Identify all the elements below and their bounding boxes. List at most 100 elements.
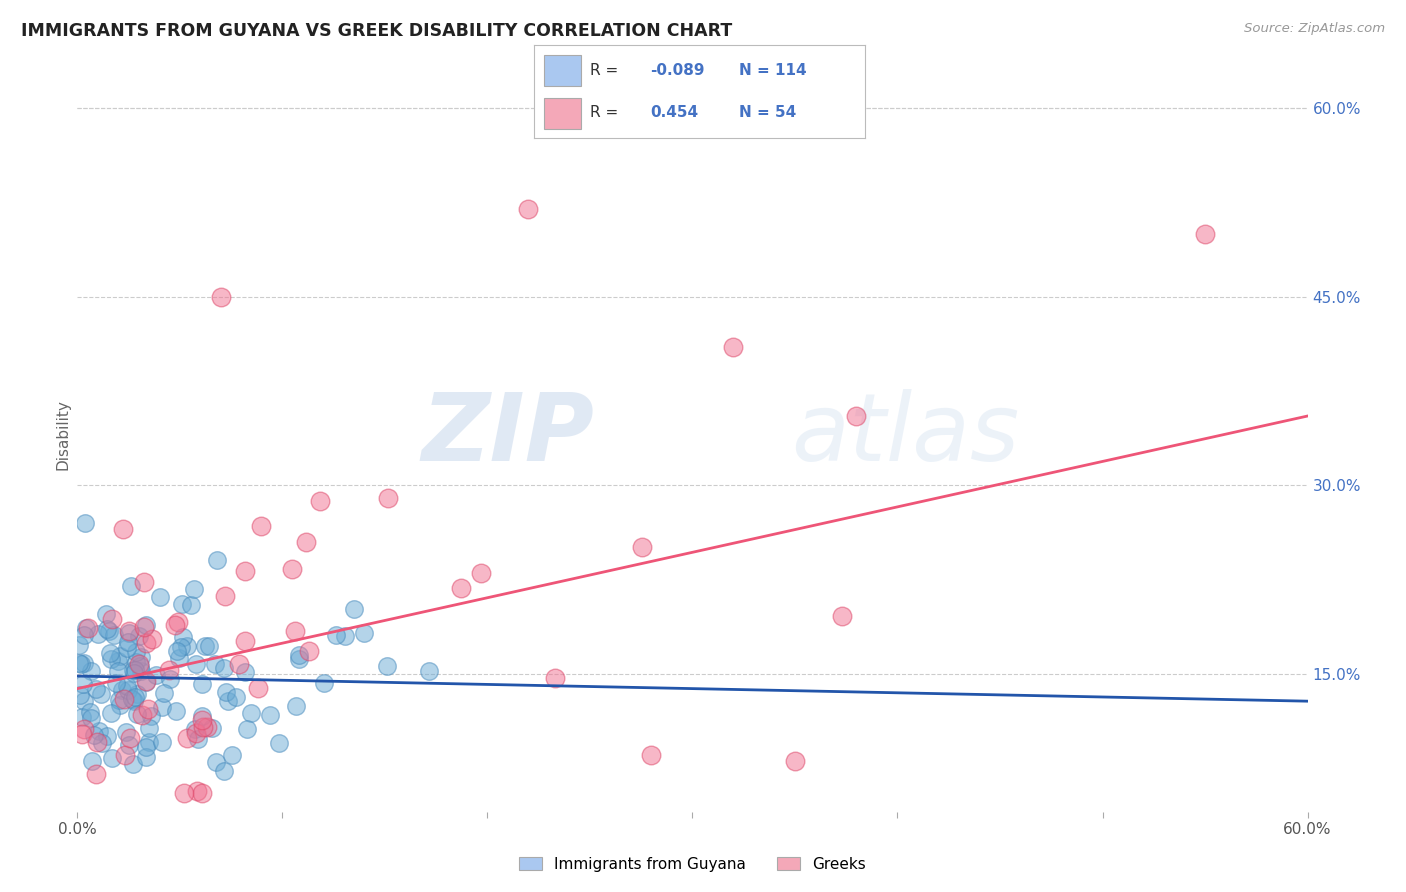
Point xyxy=(191,786,214,800)
Point xyxy=(209,290,232,304)
Point xyxy=(124,655,146,669)
Point xyxy=(105,676,128,690)
Point xyxy=(201,721,224,735)
Legend: Immigrants from Guyana, Greeks: Immigrants from Guyana, Greeks xyxy=(512,849,873,880)
Point xyxy=(72,677,94,691)
Point xyxy=(98,646,121,660)
Text: N = 114: N = 114 xyxy=(740,62,807,78)
Point xyxy=(249,518,271,533)
Point xyxy=(100,706,122,720)
Point xyxy=(233,665,256,680)
FancyBboxPatch shape xyxy=(544,98,581,129)
Text: Source: ZipAtlas.com: Source: ZipAtlas.com xyxy=(1244,22,1385,36)
Point xyxy=(121,692,143,706)
Point xyxy=(353,625,375,640)
Point xyxy=(152,686,174,700)
Point xyxy=(89,724,111,739)
Point xyxy=(281,562,304,576)
Point xyxy=(129,665,152,679)
Point xyxy=(80,754,103,768)
Point xyxy=(121,663,143,677)
Point xyxy=(267,736,290,750)
Point xyxy=(72,710,94,724)
Point xyxy=(288,651,311,665)
Point xyxy=(640,748,662,763)
Point xyxy=(73,694,96,708)
Point xyxy=(198,639,221,653)
Point xyxy=(124,663,146,677)
Point xyxy=(128,658,150,673)
Point xyxy=(176,640,198,654)
Text: atlas: atlas xyxy=(792,389,1019,481)
Point xyxy=(96,607,118,622)
Point xyxy=(145,668,167,682)
Point xyxy=(236,722,259,736)
Point xyxy=(67,639,90,653)
Point xyxy=(343,601,366,615)
Point xyxy=(108,693,131,707)
Point xyxy=(112,522,135,536)
Point xyxy=(91,736,114,750)
Point xyxy=(186,732,208,747)
Point xyxy=(183,582,205,597)
Point xyxy=(75,621,97,635)
Point xyxy=(450,581,472,595)
Point xyxy=(107,654,129,668)
Point xyxy=(186,784,208,798)
Point xyxy=(90,687,112,701)
Point xyxy=(172,597,194,611)
Point xyxy=(233,564,256,578)
Point xyxy=(831,609,853,624)
Point xyxy=(247,681,270,696)
Point xyxy=(183,723,205,737)
Point xyxy=(97,624,120,638)
Point xyxy=(169,651,191,665)
FancyBboxPatch shape xyxy=(544,55,581,86)
Point xyxy=(190,714,212,728)
Point xyxy=(110,683,132,698)
Point xyxy=(122,694,145,708)
Point xyxy=(135,739,157,754)
Point xyxy=(132,620,155,634)
Point xyxy=(84,767,107,781)
Point xyxy=(128,629,150,643)
Text: R =: R = xyxy=(591,105,619,120)
Text: ZIP: ZIP xyxy=(422,389,595,481)
Point xyxy=(172,630,194,644)
Point xyxy=(134,617,156,632)
Point xyxy=(240,706,263,720)
Point xyxy=(333,629,356,643)
Point xyxy=(100,652,122,666)
Point xyxy=(173,786,195,800)
Point xyxy=(783,755,806,769)
Point xyxy=(124,690,146,705)
Point xyxy=(186,726,208,740)
Point xyxy=(214,764,236,779)
Point xyxy=(103,628,125,642)
Point xyxy=(228,657,250,671)
Point xyxy=(72,656,94,670)
Point xyxy=(170,640,193,655)
Point xyxy=(163,617,186,632)
Point xyxy=(131,708,153,723)
Point xyxy=(165,704,187,718)
Point xyxy=(157,663,180,677)
Point xyxy=(101,751,124,765)
Point xyxy=(96,729,118,743)
Point xyxy=(79,705,101,719)
Point xyxy=(138,722,160,736)
Point xyxy=(115,641,138,656)
Point xyxy=(215,685,238,699)
Point xyxy=(72,722,94,736)
Point xyxy=(96,623,118,637)
Point xyxy=(191,709,214,723)
Point xyxy=(128,657,150,672)
Point xyxy=(117,683,139,698)
Point xyxy=(176,731,198,745)
Point xyxy=(125,645,148,659)
Point xyxy=(180,598,202,612)
Point xyxy=(284,699,307,714)
Point xyxy=(124,665,146,680)
Point xyxy=(217,694,239,708)
Point xyxy=(77,621,100,635)
